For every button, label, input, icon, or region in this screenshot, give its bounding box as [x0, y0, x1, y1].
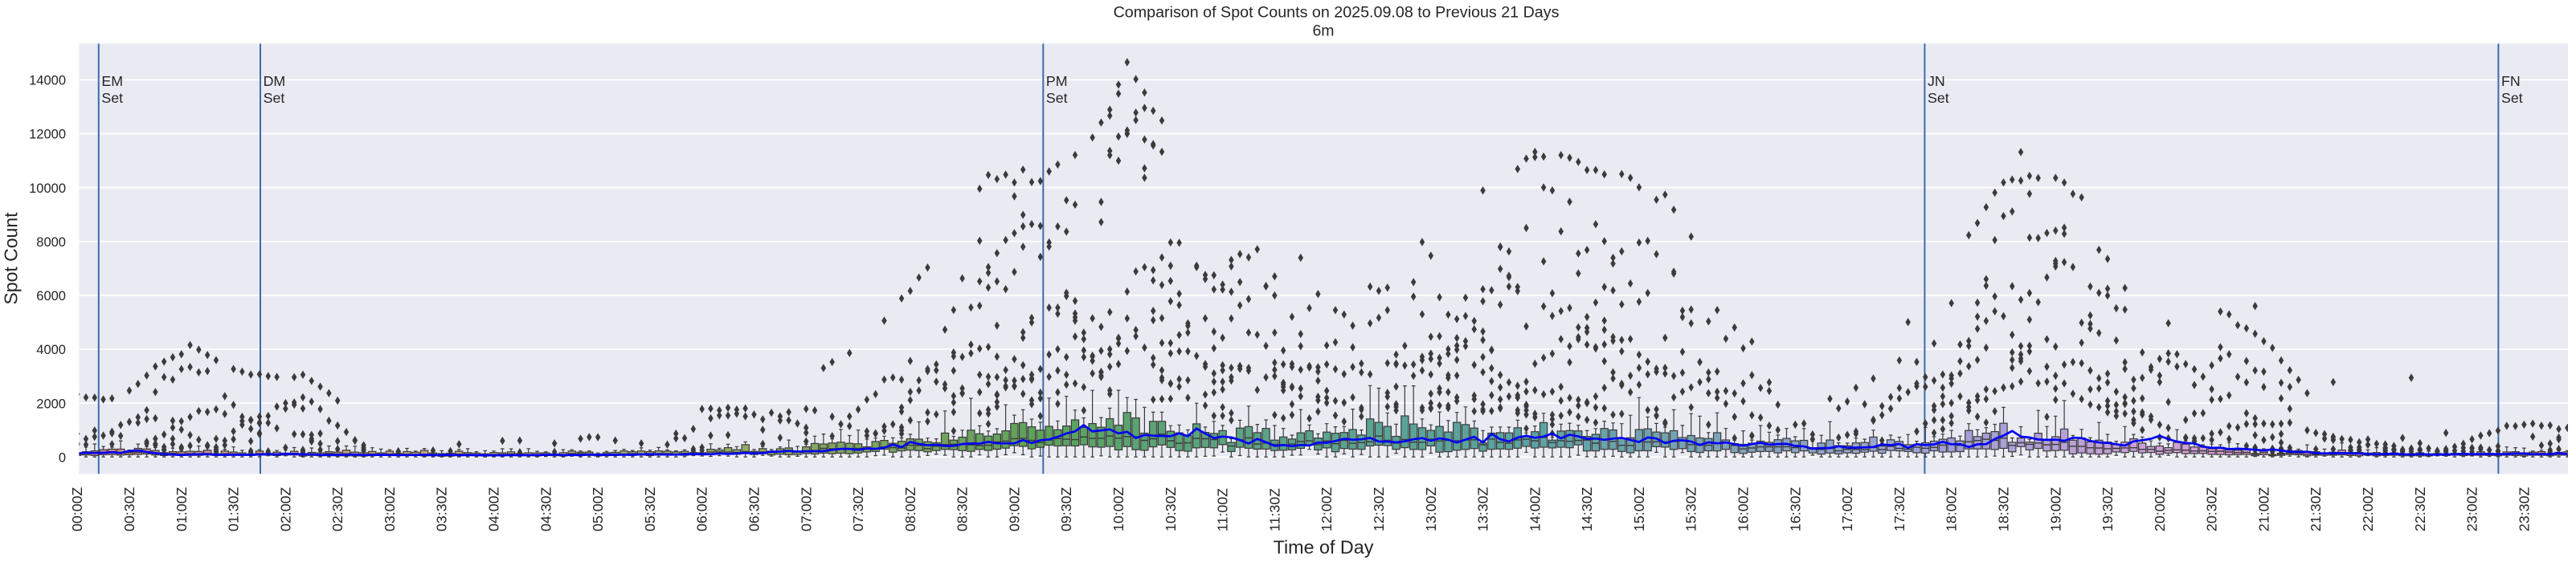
svg-text:23:00Z: 23:00Z	[2464, 487, 2480, 531]
svg-text:11:00Z: 11:00Z	[1215, 488, 1231, 531]
svg-text:17:30Z: 17:30Z	[1891, 487, 1907, 531]
svg-text:Spot Count: Spot Count	[1, 212, 22, 305]
svg-text:19:30Z: 19:30Z	[2100, 487, 2116, 531]
svg-text:01:00Z: 01:00Z	[174, 487, 190, 531]
svg-text:07:30Z: 07:30Z	[850, 487, 866, 531]
svg-text:20:00Z: 20:00Z	[2152, 487, 2168, 531]
svg-text:01:30Z: 01:30Z	[226, 487, 242, 531]
svg-text:09:00Z: 09:00Z	[1006, 487, 1022, 531]
svg-text:PM: PM	[1046, 73, 1068, 89]
svg-text:08:00Z: 08:00Z	[902, 487, 918, 531]
svg-text:8000: 8000	[36, 235, 66, 250]
svg-text:12:00Z: 12:00Z	[1319, 487, 1335, 531]
svg-text:15:00Z: 15:00Z	[1631, 487, 1647, 531]
svg-text:14:30Z: 14:30Z	[1579, 487, 1595, 531]
svg-text:Set: Set	[101, 90, 123, 106]
svg-text:06:30Z: 06:30Z	[746, 487, 763, 531]
svg-text:14:00Z: 14:00Z	[1527, 487, 1543, 531]
svg-text:14000: 14000	[29, 74, 66, 88]
svg-text:16:30Z: 16:30Z	[1787, 487, 1803, 531]
svg-text:10000: 10000	[29, 181, 66, 196]
svg-text:13:30Z: 13:30Z	[1475, 487, 1491, 531]
svg-text:6m: 6m	[1312, 22, 1334, 40]
svg-text:05:00Z: 05:00Z	[590, 487, 606, 531]
svg-text:19:00Z: 19:00Z	[2047, 487, 2063, 531]
svg-text:FN: FN	[2501, 73, 2521, 89]
svg-text:21:00Z: 21:00Z	[2255, 487, 2271, 531]
svg-text:Time of Day: Time of Day	[1274, 537, 1374, 558]
svg-text:11:30Z: 11:30Z	[1266, 488, 1282, 531]
svg-text:04:00Z: 04:00Z	[486, 487, 502, 531]
svg-text:03:30Z: 03:30Z	[434, 487, 450, 531]
svg-text:Set: Set	[2501, 90, 2523, 106]
svg-text:03:00Z: 03:00Z	[382, 487, 398, 531]
svg-text:13:00Z: 13:00Z	[1423, 487, 1439, 531]
svg-text:20:30Z: 20:30Z	[2204, 487, 2220, 531]
svg-text:Set: Set	[1046, 90, 1068, 106]
svg-text:08:30Z: 08:30Z	[955, 487, 971, 531]
svg-text:22:30Z: 22:30Z	[2412, 487, 2428, 531]
svg-text:18:00Z: 18:00Z	[1944, 487, 1960, 531]
svg-text:12000: 12000	[29, 128, 66, 142]
svg-text:6000: 6000	[36, 289, 66, 303]
svg-text:06:00Z: 06:00Z	[694, 487, 710, 531]
svg-text:16:00Z: 16:00Z	[1736, 487, 1752, 531]
svg-text:23:30Z: 23:30Z	[2516, 487, 2532, 531]
svg-text:12:30Z: 12:30Z	[1371, 487, 1387, 531]
svg-text:02:30Z: 02:30Z	[329, 487, 346, 531]
svg-text:Set: Set	[264, 90, 285, 106]
svg-text:00:00Z: 00:00Z	[69, 487, 85, 531]
svg-text:DM: DM	[264, 73, 286, 89]
svg-text:10:30Z: 10:30Z	[1163, 487, 1179, 531]
svg-text:0: 0	[59, 451, 66, 466]
svg-text:EM: EM	[101, 73, 123, 89]
svg-text:JN: JN	[1928, 73, 1945, 89]
svg-text:05:30Z: 05:30Z	[642, 487, 658, 531]
svg-text:2000: 2000	[36, 397, 66, 411]
svg-text:09:30Z: 09:30Z	[1058, 487, 1074, 531]
svg-text:15:30Z: 15:30Z	[1683, 487, 1699, 531]
svg-text:02:00Z: 02:00Z	[277, 487, 293, 531]
svg-text:04:30Z: 04:30Z	[538, 487, 554, 531]
svg-text:10:00Z: 10:00Z	[1110, 487, 1126, 531]
svg-text:00:30Z: 00:30Z	[121, 487, 137, 531]
svg-text:22:00Z: 22:00Z	[2360, 487, 2376, 531]
svg-text:Set: Set	[1928, 90, 1949, 106]
svg-text:4000: 4000	[36, 343, 66, 357]
svg-text:21:30Z: 21:30Z	[2308, 487, 2324, 531]
svg-text:17:00Z: 17:00Z	[1839, 487, 1855, 531]
svg-text:18:30Z: 18:30Z	[1996, 487, 2012, 531]
svg-text:07:00Z: 07:00Z	[798, 487, 814, 531]
svg-text:Comparison of Spot Counts on 2: Comparison of Spot Counts on 2025.09.08 …	[1114, 4, 1560, 22]
